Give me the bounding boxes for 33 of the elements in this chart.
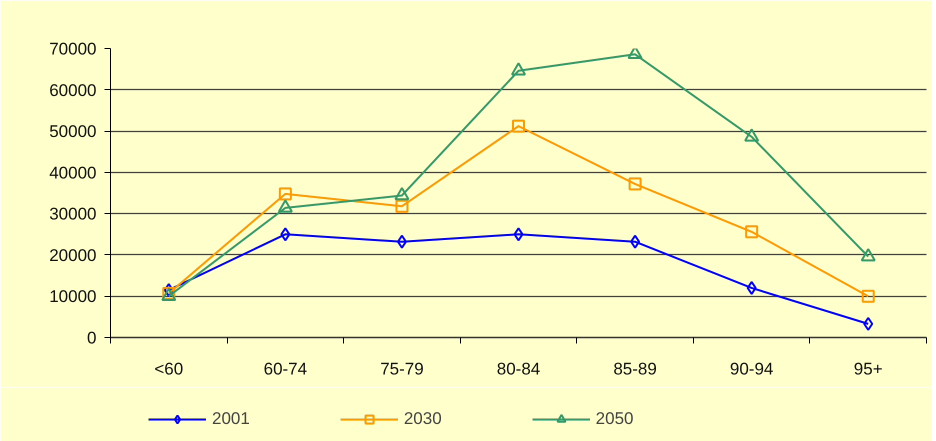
point: [744, 128, 760, 142]
point: [746, 280, 757, 295]
y-tick-label: 70000: [49, 40, 97, 58]
point: [396, 234, 407, 249]
point: [280, 227, 290, 242]
y-tick-label: 0: [87, 328, 97, 348]
point: [628, 177, 642, 190]
x-tick-label: 95+: [854, 360, 883, 378]
legend-label: 2001: [212, 409, 250, 429]
y-tick-label: 10000: [49, 287, 97, 306]
x-tick-label: 80-84: [496, 360, 540, 378]
x-tick-label: <60: [154, 360, 184, 378]
point: [164, 283, 174, 298]
point: [745, 225, 758, 238]
point: [512, 120, 525, 133]
y-tick-label: 20000: [49, 246, 97, 265]
x-tick-label: 75-79: [380, 360, 424, 378]
point: [863, 316, 874, 331]
legend-label: 2030: [404, 409, 442, 429]
point: [511, 62, 526, 76]
point: [862, 290, 875, 303]
point: [395, 200, 408, 213]
y-tick-label: 30000: [49, 204, 97, 224]
y-tick-label: 50000: [49, 122, 97, 142]
x-tick-label: 85-89: [613, 360, 657, 378]
point: [628, 48, 643, 60]
y-tick-label: 40000: [49, 163, 97, 182]
legend-label: 2050: [596, 409, 634, 429]
point: [278, 187, 292, 200]
y-tick-label: 60000: [49, 80, 97, 100]
x-tick-label: 90-94: [730, 360, 774, 378]
x-tick-label: 60-74: [264, 360, 308, 378]
point: [630, 234, 640, 249]
